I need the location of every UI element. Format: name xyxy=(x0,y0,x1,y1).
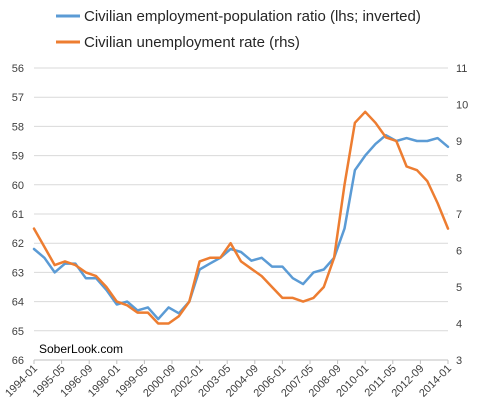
gridlines xyxy=(34,67,448,332)
left-tick-label: 57 xyxy=(12,92,24,104)
right-tick-label: 8 xyxy=(456,173,462,185)
watermark: SoberLook.com xyxy=(39,342,123,356)
right-tick-label: 3 xyxy=(456,355,462,367)
left-tick-label: 61 xyxy=(12,209,24,221)
legend-label-unemployment: Civilian unemployment rate (rhs) xyxy=(84,34,300,51)
left-tick-label: 56 xyxy=(12,63,24,75)
x-axis-ticks: 1994-011995-051996-091998-011999-052000-… xyxy=(3,360,454,400)
legend-label-employment: Civilian employment-population ratio (lh… xyxy=(84,8,421,25)
right-tick-label: 10 xyxy=(456,100,468,112)
legend: Civilian employment-population ratio (lh… xyxy=(56,8,421,51)
legend-item-employment: Civilian employment-population ratio (lh… xyxy=(56,8,421,25)
right-tick-label: 9 xyxy=(456,136,462,148)
left-axis-ticks: 56 57 58 59 60 61 62 63 64 65 66 xyxy=(12,63,24,367)
legend-item-unemployment: Civilian unemployment rate (rhs) xyxy=(56,34,300,51)
left-tick-label: 65 xyxy=(12,326,24,338)
left-tick-label: 60 xyxy=(12,180,24,192)
right-axis-ticks: 3 4 5 6 7 8 9 10 11 xyxy=(456,63,468,367)
unemployment-rate-line xyxy=(32,110,450,325)
left-tick-label: 63 xyxy=(12,267,24,279)
left-tick-label: 66 xyxy=(12,355,24,367)
left-tick-label: 59 xyxy=(12,151,24,163)
right-tick-label: 5 xyxy=(456,282,462,294)
right-tick-label: 7 xyxy=(456,209,462,221)
left-tick-label: 62 xyxy=(12,238,24,250)
right-tick-label: 6 xyxy=(456,246,462,258)
left-tick-label: 64 xyxy=(12,297,24,309)
series-lines xyxy=(32,110,450,325)
right-tick-label: 11 xyxy=(456,63,467,75)
right-tick-label: 4 xyxy=(456,319,462,331)
left-tick-label: 58 xyxy=(12,121,24,133)
employment-ratio-line xyxy=(32,133,450,321)
